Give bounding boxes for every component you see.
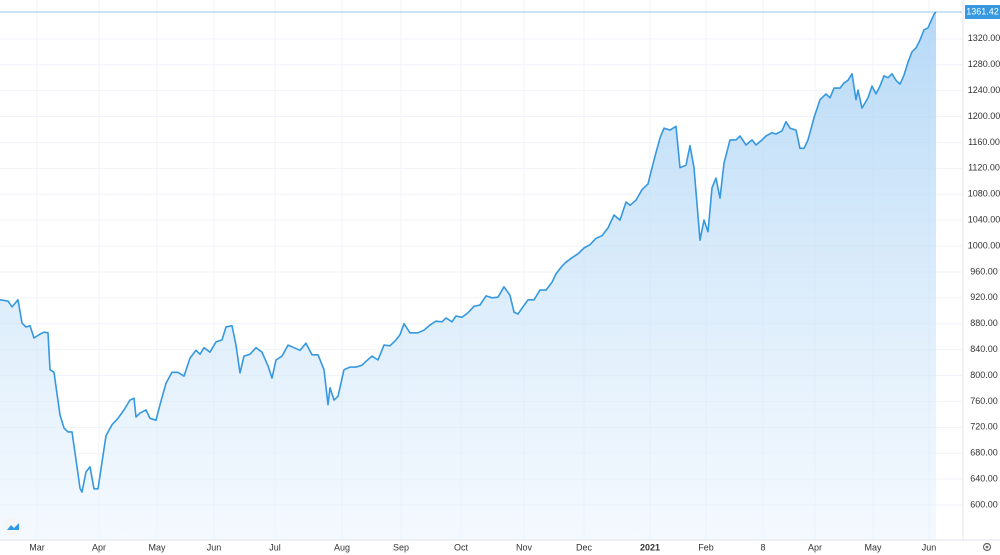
y-tick-label: 1320.00 bbox=[968, 33, 1000, 43]
y-tick-label: 1200.00 bbox=[968, 111, 1000, 121]
y-tick-label: 1120.00 bbox=[968, 163, 1000, 173]
y-tick-label: 800.00 bbox=[970, 370, 998, 380]
y-tick-label: 640.00 bbox=[970, 474, 998, 484]
x-tick-label: Nov bbox=[516, 542, 533, 552]
x-tick-label: Jun bbox=[922, 542, 937, 552]
y-tick-label: 760.00 bbox=[970, 396, 998, 406]
logo-icon bbox=[7, 523, 19, 530]
x-tick-label: 8 bbox=[760, 542, 765, 552]
x-tick-label: Sep bbox=[393, 542, 409, 552]
x-tick-label: 2021 bbox=[640, 542, 660, 552]
y-tick-label: 720.00 bbox=[970, 422, 998, 432]
settings-icon[interactable] bbox=[982, 542, 992, 552]
y-tick-label: 680.00 bbox=[970, 448, 998, 458]
x-tick-label: Apr bbox=[92, 542, 106, 552]
area-fill bbox=[0, 12, 936, 540]
x-tick-label: Mar bbox=[29, 542, 45, 552]
x-tick-label: Dec bbox=[576, 542, 593, 552]
y-tick-label: 960.00 bbox=[970, 266, 998, 276]
x-tick-label: Jul bbox=[269, 542, 281, 552]
x-tick-label: Jun bbox=[207, 542, 222, 552]
x-tick-label: Apr bbox=[808, 542, 822, 552]
y-tick-label: 1240.00 bbox=[968, 85, 1000, 95]
x-tick-label: Feb bbox=[698, 542, 714, 552]
axes: 600.00 640.00 680.00 720.00 760.00 800.00 840.… bbox=[29, 5, 1000, 552]
y-tick-label: 880.00 bbox=[970, 318, 998, 328]
y-tick-label: 1000.00 bbox=[968, 240, 1000, 250]
y-tick-label: 840.00 bbox=[970, 344, 998, 354]
y-tick-label: 1040.00 bbox=[968, 215, 1000, 225]
plot bbox=[0, 11, 962, 540]
x-tick-label: May bbox=[864, 542, 882, 552]
gear-center[interactable] bbox=[985, 545, 989, 549]
x-tick-label: Oct bbox=[454, 542, 469, 552]
y-tick-label: 920.00 bbox=[970, 292, 998, 302]
last-price-label: 1361.42 bbox=[966, 6, 999, 16]
x-tick-label: Aug bbox=[334, 542, 350, 552]
last-price-tag bbox=[965, 5, 1000, 20]
y-tick-label: 1080.00 bbox=[968, 189, 1000, 199]
price-line bbox=[0, 11, 937, 493]
y-tick-label: 1160.00 bbox=[968, 137, 1000, 147]
y-tick-label: 1280.00 bbox=[968, 59, 1000, 69]
x-tick-label: May bbox=[148, 542, 166, 552]
y-tick-label: 600.00 bbox=[970, 499, 998, 509]
logo bbox=[4, 518, 22, 536]
gear[interactable] bbox=[982, 542, 992, 552]
